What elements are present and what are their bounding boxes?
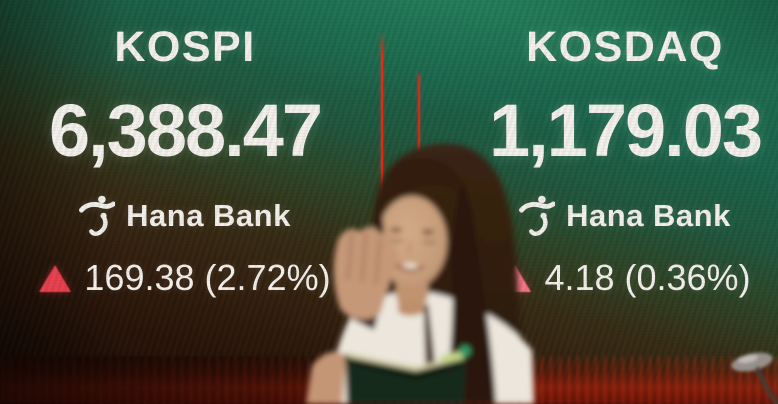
index-name-kosdaq: KOSDAQ [526,23,724,71]
hana-bank-logo-icon [519,195,556,236]
green-notebook [345,345,471,404]
index-name-kospi: KOSPI [114,23,256,71]
index-change-kospi: 169.38 (2.72%) [28,260,342,296]
microphone-blur [731,352,778,404]
index-value-kosdaq: 1,179.03 [488,89,763,172]
change-value: 169.38 (2.72%) [84,257,331,298]
hana-bank-logo-icon [79,195,116,236]
bank-wordmark: Hana Bank [566,197,731,233]
change-value: 4.18 (0.36%) [544,257,751,298]
person-photo [306,143,534,404]
index-value-kospi: 6,388.47 [48,89,323,172]
bank-wordmark: Hana Bank [126,197,291,233]
index-change-kosdaq: 4.18 (0.36%) [472,260,778,296]
kosdaq-panel: KOSDAQ 1,179.03 Hana Bank 4.18 (0.36%) [472,26,778,296]
hana-bank-branding-right: Hana Bank [472,193,778,237]
hana-bank-branding-left: Hana Bank [28,193,342,237]
kospi-panel: KOSPI 6,388.47 Hana Bank 169.38 (2.72%) [28,26,342,296]
up-triangle-icon [39,264,72,292]
